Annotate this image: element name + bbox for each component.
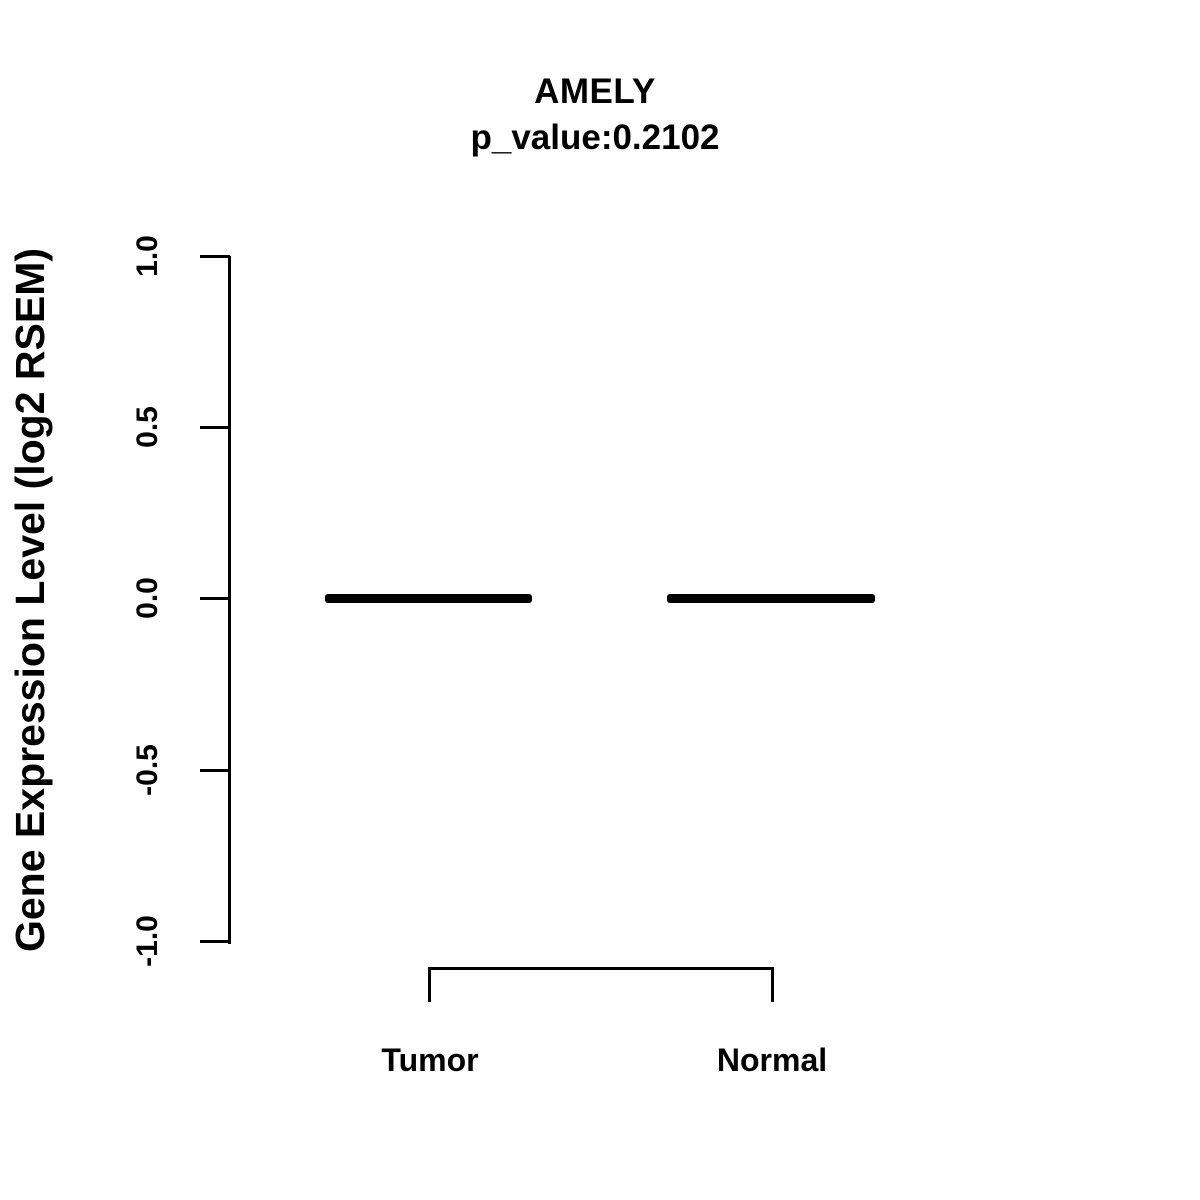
median-line-tumor [325,594,532,603]
comparison-bracket [428,967,774,1002]
y-axis-tick [200,255,230,258]
y-axis-tick [200,940,230,943]
x-label-normal: Normal [716,1042,828,1078]
y-axis-tick [200,597,230,600]
y-axis-line [228,256,231,944]
y-axis-tick [200,769,230,772]
y-axis-label: Gene Expression Level (log2 RSEM) [7,247,53,953]
median-line-normal [667,594,875,603]
x-label-tumor: Tumor [381,1042,479,1078]
y-tick-label: 0.0 [131,577,164,619]
y-tick-label: -1.0 [131,915,164,967]
chart-title: AMELY [534,72,656,111]
y-tick-label: 0.5 [131,406,164,448]
y-tick-label: -0.5 [131,744,164,796]
y-tick-label: 1.0 [131,235,164,277]
chart-subtitle: p_value:0.2102 [470,118,720,157]
y-axis-tick [200,426,230,429]
